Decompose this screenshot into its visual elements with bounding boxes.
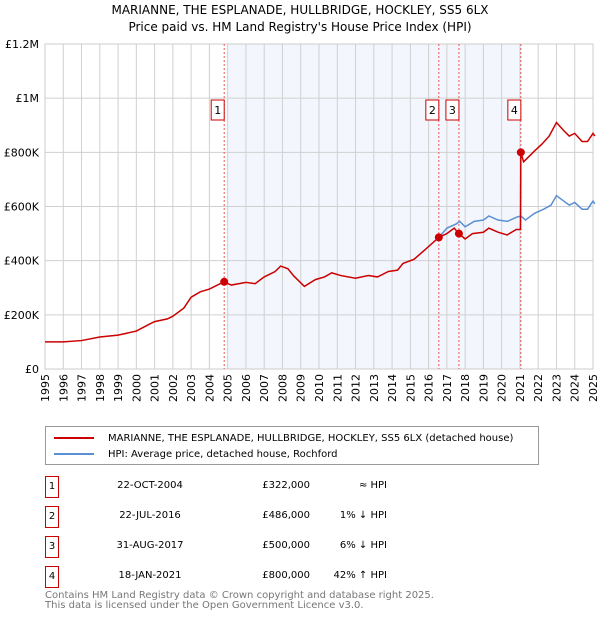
sale-label-box [445,99,460,121]
sale-date: 31-AUG-2017 [116,540,184,551]
sale-label-number: 4 [511,104,518,117]
x-tick-label: 2010 [313,374,326,402]
legend-item-hpi: HPI: Average price, detached house, Roch… [54,447,338,461]
x-tick-label: 2004 [203,374,216,402]
sale-price: £800,000 [262,570,310,581]
x-tick-label: 2005 [222,374,235,402]
sale-marker-badge: 1 [45,476,59,498]
x-tick-label: 2006 [240,374,253,402]
footer-licence: This data is licensed under the Open Gov… [45,600,364,611]
x-tick-label: 2024 [569,374,582,402]
price-chart: £0 £200K £400K £600K £800K £1M £1.2M 1995 1996 19… [4,38,600,402]
sale-price: £500,000 [262,540,310,551]
x-tick-label: 2008 [276,374,289,402]
x-tick-label: 2009 [295,374,308,402]
sale-price: £322,000 [262,480,310,491]
x-tick-label: 1996 [57,374,70,402]
y-tick-label: £400K [4,255,40,268]
x-tick-label: 2021 [514,374,527,402]
x-tick-label: 2002 [167,374,180,402]
sale-label-number: 2 [429,104,436,117]
y-tick-label: £1.2M [5,38,39,51]
sale-label-number: 1 [214,104,221,117]
x-tick-label: 2023 [550,374,563,402]
footer-copyright: Contains HM Land Registry data © Crown c… [45,590,434,601]
footer: Contains HM Land Registry data © Crown c… [45,591,434,611]
legend-line-red [54,437,94,439]
sale-date: 18-JAN-2021 [118,570,182,581]
table-row: 1 22-OCT-2004 £322,000 ≈ HPI [45,476,445,498]
table-row: 2 22-JUL-2016 £486,000 1% ↓ HPI [45,506,445,528]
sale-label-number: 3 [449,104,456,117]
x-tick-label: 2019 [477,374,490,402]
y-tick-label: £200K [4,309,40,322]
sale-price: £486,000 [262,510,310,521]
sale-label-box [507,99,522,121]
sale-point [454,229,463,238]
x-tick-label: 2003 [185,374,198,402]
property-series-line [45,121,596,343]
x-tick-label: 2013 [368,374,381,402]
y-tick-label: £600K [4,201,40,214]
y-tick-label: £1M [16,92,40,105]
sale-hpi-compare: 1% ↓ HPI [339,510,387,521]
x-tick-label: 2001 [149,374,162,402]
x-tick-label: 2007 [258,374,271,402]
sale-point [516,148,525,157]
y-tick-label: £800K [4,146,40,159]
sale-label-box [210,99,225,121]
x-tick-label: 2020 [496,374,509,402]
sale-date: 22-JUL-2016 [119,510,181,521]
x-tick-label: 2014 [386,374,399,402]
chart-title: MARIANNE, THE ESPLANADE, HULLBRIDGE, HOC… [111,3,489,17]
legend-item-property: MARIANNE, THE ESPLANADE, HULLBRIDGE, HOC… [54,431,513,445]
sale-hpi-compare: 6% ↓ HPI [339,540,387,551]
x-tick-label: 2011 [331,374,344,402]
x-tick-label: 1997 [76,374,89,402]
table-row: 3 31-AUG-2017 £500,000 6% ↓ HPI [45,536,445,558]
sale-label: 2 [425,99,440,121]
legend-label: HPI: Average price, detached house, Roch… [108,448,338,460]
sale-marker-badge: 3 [45,536,59,558]
x-tick-label: 1999 [112,374,125,402]
sale-point [434,233,443,242]
sale-date: 22-OCT-2004 [117,480,183,491]
sale-label: 3 [445,99,460,121]
legend-line-blue [54,453,94,455]
chart-subtitle: Price paid vs. HM Land Registry's House … [128,20,472,34]
table-row: 4 18-JAN-2021 £800,000 42% ↑ HPI [45,566,445,588]
x-tick-label: 2012 [350,374,363,402]
x-tick-label: 2016 [423,374,436,402]
sale-marker-badge: 4 [45,566,59,588]
plot-border [44,43,594,370]
x-tick-label: 2000 [130,374,143,402]
sale-label: 4 [507,99,522,121]
x-tick-label: 2015 [404,374,417,402]
y-tick-label: £0 [25,363,39,376]
sale-marker-badge: 2 [45,506,59,528]
legend-label: MARIANNE, THE ESPLANADE, HULLBRIDGE, HOC… [108,432,514,444]
sale-hpi-compare: ≈ HPI [358,480,387,491]
sale-point [220,277,229,286]
x-tick-label: 2018 [459,374,472,402]
x-tick-label: 2022 [532,374,545,402]
x-tick-label: 1995 [39,374,52,402]
sale-label-box [425,99,440,121]
x-tick-label: 1998 [94,374,107,402]
sale-label: 1 [210,99,225,121]
legend: MARIANNE, THE ESPLANADE, HULLBRIDGE, HOC… [45,426,539,465]
hpi-series-line [438,194,596,238]
x-tick-label: 2025 [587,374,600,402]
sale-hpi-compare: 42% ↑ HPI [333,570,387,581]
x-tick-label: 2017 [441,374,454,402]
